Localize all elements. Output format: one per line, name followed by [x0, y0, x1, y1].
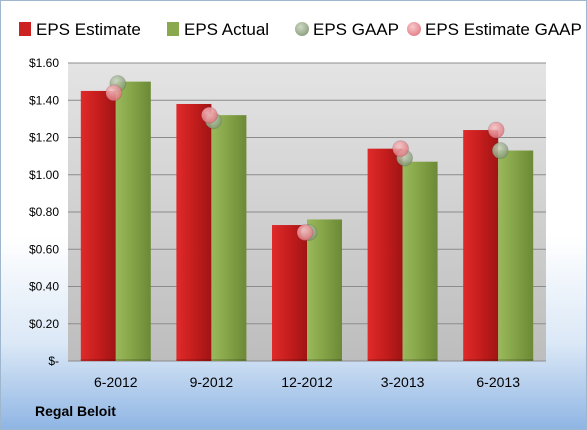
y-tick-label: $-	[48, 354, 59, 368]
marker-eps-estimate-gaap-6-2013	[487, 121, 505, 139]
x-axis: 6-2012 9-2012 12-2012 3-2013 6-2013	[94, 374, 520, 390]
y-tick-label: $1.20	[29, 131, 59, 145]
bar-eps-actual-6-2012	[115, 81, 151, 361]
bar-base-shadow	[115, 359, 151, 361]
markers	[105, 74, 509, 241]
bar-eps-actual-9-2012	[211, 115, 247, 362]
x-tick-label: 6-2012	[94, 374, 138, 390]
y-tick-label: $0.20	[29, 317, 59, 331]
y-tick-label: $1.40	[29, 93, 59, 107]
y-axis: $- $0.20 $0.40 $0.60 $0.80 $1.00 $1.20 $1.40 $1.…	[29, 56, 59, 368]
bar-eps-estimate-3-2013	[367, 148, 403, 361]
bars	[80, 81, 534, 362]
legend-swatch-eps-actual	[167, 22, 179, 36]
bar-base-shadow	[80, 359, 116, 361]
legend-label-eps-estimate: EPS Estimate	[36, 20, 141, 39]
legend-swatch-eps-estimate	[19, 22, 31, 36]
bar-base-shadow	[498, 359, 534, 361]
marker-eps-estimate-gaap-9-2012	[200, 106, 218, 124]
eps-chart: EPS Estimate EPS Actual EPS GAAP EPS Estima…	[19, 20, 582, 390]
bar-base-shadow	[176, 359, 212, 361]
x-tick-label: 12-2012	[281, 374, 333, 390]
bar-eps-actual-6-2013	[498, 150, 534, 361]
company-name: Regal Beloit	[35, 403, 116, 419]
bar-eps-estimate-9-2012	[176, 103, 212, 361]
legend-label-eps-estimate-gaap: EPS Estimate GAAP	[425, 20, 582, 39]
bar-eps-estimate-6-2013	[463, 130, 499, 361]
x-tick-label: 9-2012	[190, 374, 234, 390]
bar-base-shadow	[463, 359, 499, 361]
bar-eps-estimate-12-2012	[272, 225, 307, 361]
y-tick-label: $0.60	[29, 242, 59, 256]
legend-label-eps-gaap: EPS GAAP	[313, 20, 399, 39]
x-tick-label: 3-2013	[381, 374, 425, 390]
bar-eps-estimate-6-2012	[80, 90, 116, 361]
legend-swatch-eps-gaap	[295, 22, 309, 36]
bar-eps-actual-3-2013	[402, 161, 438, 361]
bar-eps-actual-12-2012	[307, 219, 342, 361]
y-tick-label: $0.80	[29, 205, 59, 219]
y-tick-label: $1.60	[29, 56, 59, 70]
x-tick-label: 6-2013	[476, 374, 520, 390]
bar-base-shadow	[272, 359, 307, 361]
bar-base-shadow	[307, 359, 342, 361]
legend: EPS Estimate EPS Actual EPS GAAP EPS Estima…	[19, 20, 582, 39]
legend-swatch-eps-estimate-gaap	[407, 22, 421, 36]
marker-eps-estimate-gaap-3-2013	[392, 140, 410, 158]
y-tick-label: $1.00	[29, 168, 59, 182]
marker-eps-gaap-6-2013	[491, 142, 509, 160]
bar-base-shadow	[402, 359, 438, 361]
bar-base-shadow	[211, 359, 247, 361]
y-tick-label: $0.40	[29, 280, 59, 294]
marker-eps-estimate-gaap-12-2012	[296, 223, 314, 241]
bar-base-shadow	[367, 359, 403, 361]
legend-label-eps-actual: EPS Actual	[184, 20, 269, 39]
marker-eps-estimate-gaap-6-2012	[105, 84, 123, 102]
